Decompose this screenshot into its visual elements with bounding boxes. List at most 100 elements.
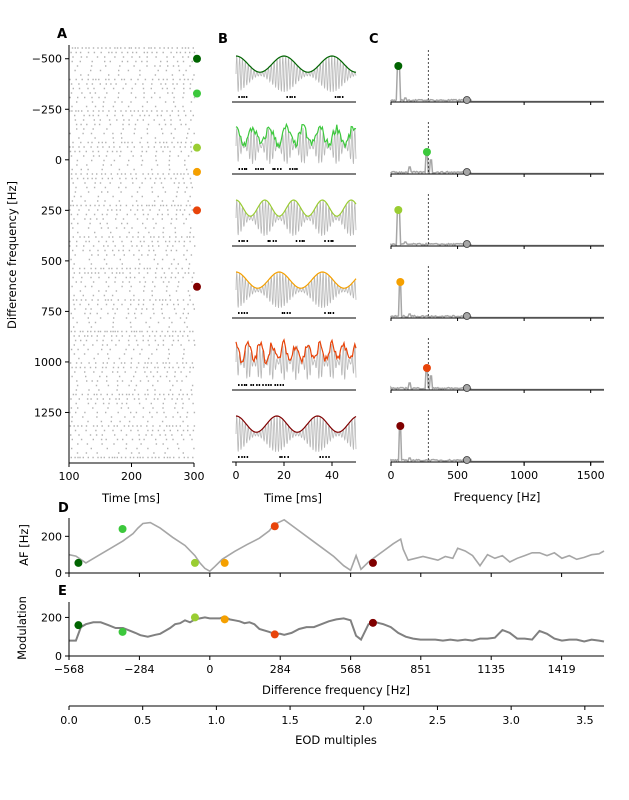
panelE-ytick-label: 200: [41, 611, 62, 624]
a-ytick-label: 1250: [34, 406, 62, 419]
a-ytick-label: 750: [41, 305, 62, 318]
panelE-xtick-label: −284: [124, 663, 154, 676]
b-spikes-2: [238, 240, 334, 242]
a-marker-5: [193, 282, 201, 291]
panelE-line: [69, 615, 605, 643]
c-spectrum-3: [390, 281, 604, 319]
a-marker-0: [193, 54, 201, 63]
e-xlabel: Difference frequency [Hz]: [262, 683, 410, 697]
panelE-marker-4: [270, 630, 279, 639]
b-envelope-2: [235, 199, 357, 217]
panel-a-raster: −500 −250 0 250 500 750 1000 1250 100 200 300: [32, 45, 205, 483]
b-envelope-5: [235, 415, 357, 433]
a-ytick-label: 0: [55, 154, 62, 167]
panel-e-modulation: 0 200 −568 −284 0 284 568 851 1135 1419: [41, 602, 605, 676]
panel-b-traces: 0 20 40: [232, 55, 357, 482]
eod-xtick-label: 3.5: [576, 714, 594, 727]
panelE-ytick-label: 0: [55, 650, 62, 663]
eod-xtick-label: 0.5: [134, 714, 152, 727]
a-marker-1: [193, 89, 201, 98]
c-gray-marker-3: [462, 312, 471, 320]
eod-xtick-label: 0.0: [60, 714, 78, 727]
b-carrier-5: [235, 415, 357, 452]
b-xlabel: Time [ms]: [263, 491, 322, 505]
c-peak-marker-4: [422, 364, 431, 372]
panelE-marker-5: [368, 618, 377, 627]
panel-label-c: C: [369, 32, 379, 47]
a-ytick-label: −500: [32, 53, 62, 66]
c-spectrum-1: [390, 151, 604, 175]
c-spectrum-2: [390, 209, 604, 247]
panelD-marker-3: [220, 558, 229, 567]
b-spikes-4: [238, 384, 284, 386]
e-ylabel: Modulation: [15, 596, 29, 660]
c-xtick-label: 500: [447, 469, 468, 482]
c-xtick-label: 0: [388, 469, 395, 482]
b-spikes-3: [238, 312, 335, 314]
d-ylabel: AF [Hz]: [17, 524, 31, 566]
c-peak-marker-3: [396, 278, 405, 286]
c-gray-marker-4: [462, 384, 471, 392]
b-xtick-label: 20: [277, 469, 291, 482]
panel-label-e: E: [58, 584, 67, 599]
panelE-xtick-label: 568: [340, 663, 361, 676]
a-marker-2: [193, 143, 201, 152]
panelE-xtick-label: 0: [206, 663, 213, 676]
a-ytick-label: −250: [32, 103, 62, 116]
a-xtick-label: 100: [59, 470, 80, 483]
panelE-xtick-label: 851: [410, 663, 431, 676]
panelE-marker-3: [220, 615, 229, 624]
eod-xtick-label: 2.5: [429, 714, 447, 727]
a-marker-3: [193, 167, 201, 176]
panel-c-spectra: 0 500 1000 1500: [388, 50, 605, 482]
eod-xtick-label: 2.0: [355, 714, 373, 727]
a-marker-4: [193, 206, 201, 215]
panelE-xtick-label: 284: [270, 663, 291, 676]
c-gray-marker-2: [462, 240, 471, 248]
c-peak-marker-1: [422, 148, 431, 156]
panelE-xtick-label: 1135: [477, 663, 505, 676]
eod-xtick-label: 1.0: [208, 714, 226, 727]
c-xlabel: Frequency [Hz]: [454, 490, 541, 504]
c-gray-marker-0: [462, 96, 471, 104]
b-xtick-label: 0: [233, 469, 240, 482]
eod-xtick-label: 1.5: [281, 714, 299, 727]
b-xtick-label: 40: [325, 469, 339, 482]
b-envelope-1: [235, 122, 357, 150]
panelE-xtick-label: 1419: [548, 663, 576, 676]
b-carrier-0: [235, 55, 357, 93]
panelD-marker-5: [368, 558, 377, 567]
c-gray-marker-1: [462, 168, 471, 176]
b-envelope-4: [235, 338, 357, 365]
a-ytick-label: 1000: [34, 356, 62, 369]
b-spikes-5: [238, 456, 330, 458]
b-carrier-2: [235, 200, 357, 236]
raster-spikes: [69, 47, 196, 459]
a-ytick-label: 500: [41, 255, 62, 268]
panel-label-b: B: [218, 32, 228, 47]
b-spikes-1: [238, 168, 298, 170]
c-spectrum-0: [390, 65, 604, 103]
b-carrier-3: [235, 271, 357, 309]
b-envelope-0: [235, 55, 357, 73]
panelD-ytick-label: 200: [41, 530, 62, 543]
b-carrier-1: [235, 127, 357, 165]
c-peak-marker-2: [394, 206, 403, 214]
b-carrier-4: [235, 344, 357, 380]
a-xtick-label: 200: [121, 470, 142, 483]
b-envelope-3: [235, 271, 357, 289]
a-xlabel: Time [ms]: [101, 491, 160, 505]
c-peak-marker-5: [396, 422, 405, 430]
panel-label-a: A: [57, 27, 67, 42]
c-spectrum-5: [390, 425, 604, 463]
panelD-marker-1: [118, 525, 127, 533]
c-xtick-label: 1000: [510, 469, 538, 482]
a-xtick-label: 300: [184, 470, 205, 483]
panelD-ytick-label: 0: [55, 567, 62, 580]
panelE-marker-0: [74, 621, 83, 630]
eod-xlabel: EOD multiples: [295, 733, 377, 747]
panelD-marker-2: [190, 558, 199, 567]
panelE-marker-2: [190, 613, 199, 622]
eod-multiples-axis: 0.0 0.5 1.0 1.5 2.0 2.5 3.0 3.5: [60, 705, 604, 727]
